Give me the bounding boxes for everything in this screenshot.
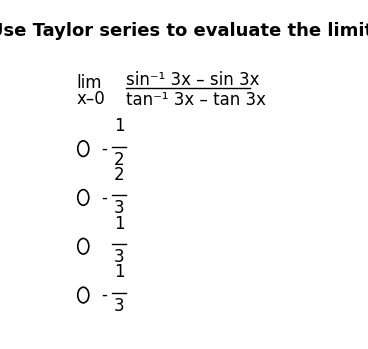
- Text: Use Taylor series to evaluate the limit.: Use Taylor series to evaluate the limit.: [0, 22, 368, 40]
- Text: sin⁻¹ 3x – sin 3x: sin⁻¹ 3x – sin 3x: [126, 70, 259, 89]
- Text: 3: 3: [114, 248, 124, 266]
- Text: -: -: [101, 286, 107, 304]
- Text: 2: 2: [114, 166, 124, 184]
- Text: tan⁻¹ 3x – tan 3x: tan⁻¹ 3x – tan 3x: [126, 91, 266, 109]
- Text: 1: 1: [114, 215, 124, 232]
- Text: 1: 1: [114, 117, 124, 135]
- Text: -: -: [101, 188, 107, 207]
- Text: 3: 3: [114, 297, 124, 315]
- Text: 3: 3: [114, 199, 124, 217]
- Text: lim: lim: [77, 74, 102, 92]
- Text: 2: 2: [114, 150, 124, 169]
- Text: x–0: x–0: [77, 90, 105, 108]
- Text: -: -: [101, 140, 107, 158]
- Text: 1: 1: [114, 263, 124, 281]
